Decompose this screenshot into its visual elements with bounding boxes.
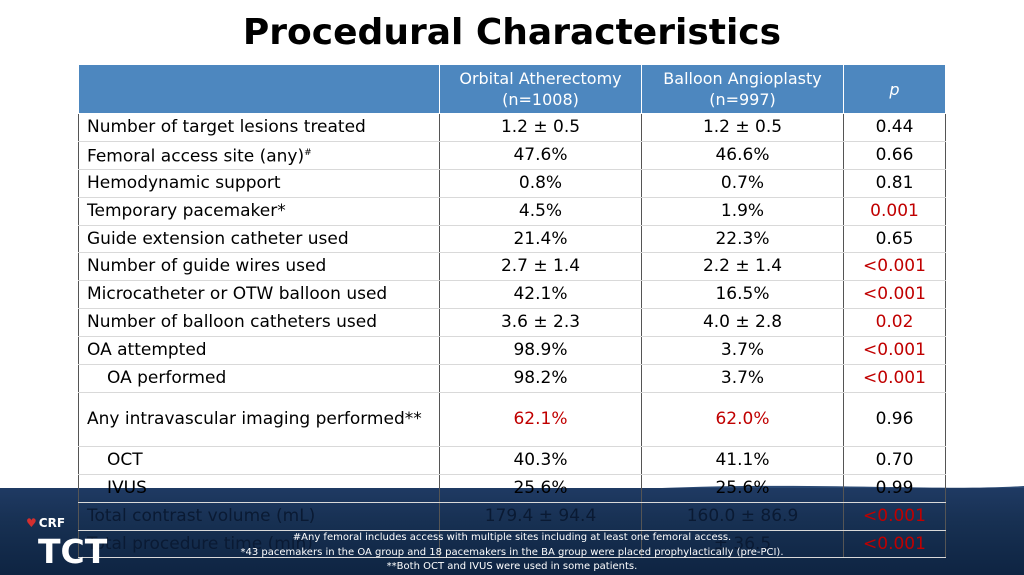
- p-value: <0.001: [843, 280, 946, 310]
- oa-value: 4.5%: [439, 197, 642, 226]
- ba-value: 16.5%: [641, 280, 844, 310]
- table-row: Microcatheter or OTW balloon used 42.1% …: [78, 280, 946, 310]
- row-label: Number of guide wires used: [78, 252, 440, 282]
- footnotes: #Any femoral includes access with multip…: [0, 531, 1024, 575]
- ba-value: 1.2 ± 0.5: [641, 113, 844, 142]
- oa-value: 98.2%: [439, 364, 642, 393]
- row-label: Total procedure time (min): [78, 530, 440, 559]
- row-label: OA performed: [78, 364, 440, 393]
- p-value: 0.81: [843, 169, 946, 198]
- p-value: 0.96: [843, 392, 946, 447]
- table-row: Temporary pacemaker* 4.5% 1.9% 0.001: [78, 197, 946, 226]
- heart-icon: ♥: [26, 516, 37, 530]
- procedural-table: Orbital Atherectomy (n=1008) Balloon Ang…: [78, 64, 946, 559]
- tct-logo: TCT: [38, 532, 108, 571]
- crf-logo-text: CRF: [38, 516, 66, 530]
- ba-value: 3.7%: [641, 336, 844, 366]
- p-value: 0.70: [843, 446, 946, 475]
- row-label: Microcatheter or OTW balloon used: [78, 280, 440, 310]
- p-value: 0.02: [843, 308, 946, 338]
- ba-value: ± 36.5: [641, 530, 844, 559]
- table-row: Guide extension catheter used 21.4% 22.3…: [78, 225, 946, 254]
- oa-value: 42.1%: [439, 280, 642, 310]
- p-value: 0.99: [843, 474, 946, 503]
- ba-value: 4.0 ± 2.8: [641, 308, 844, 338]
- ba-value: 2.2 ± 1.4: [641, 252, 844, 282]
- oa-value: 47.6%: [439, 141, 642, 170]
- ba-value: 46.6%: [641, 141, 844, 170]
- p-value: <0.001: [843, 336, 946, 366]
- row-label: Femoral access site (any): [87, 146, 305, 167]
- ba-value: 160.0 ± 86.9: [641, 502, 844, 531]
- footnote-femoral: #Any femoral includes access with multip…: [292, 532, 732, 543]
- header-label: [78, 64, 440, 114]
- row-label: Number of target lesions treated: [78, 113, 440, 142]
- header-oa-text: Orbital Atherectomy (n=1008): [459, 69, 622, 109]
- oa-value: [439, 530, 642, 559]
- footnote-imaging: **Both OCT and IVUS were used in some pa…: [386, 561, 638, 572]
- slide-title: Procedural Characteristics: [242, 12, 782, 53]
- p-value: 0.66: [843, 141, 946, 170]
- ba-value: 62.0%: [641, 392, 844, 447]
- table-row: Total contrast volume (mL) 179.4 ± 94.4 …: [78, 502, 946, 531]
- oa-value: 2.7 ± 1.4: [439, 252, 642, 282]
- table-row: Number of balloon catheters used 3.6 ± 2…: [78, 308, 946, 338]
- oa-value: 98.9%: [439, 336, 642, 366]
- oa-value: 1.2 ± 0.5: [439, 113, 642, 142]
- row-label-cell: Femoral access site (any)#: [78, 141, 440, 170]
- oa-value: 21.4%: [439, 225, 642, 254]
- ba-value: 0.7%: [641, 169, 844, 198]
- p-value: 0.65: [843, 225, 946, 254]
- oa-value: 179.4 ± 94.4: [439, 502, 642, 531]
- table-row: OCT 40.3% 41.1% 0.70: [78, 446, 946, 475]
- row-label: OCT: [78, 446, 440, 475]
- p-value: <0.001: [843, 364, 946, 393]
- ba-value: 22.3%: [641, 225, 844, 254]
- footnote-pacemaker: *43 pacemakers in the OA group and 18 pa…: [240, 546, 784, 558]
- header-ba-text: Balloon Angioplasty (n=997): [663, 69, 822, 109]
- oa-value: 25.6%: [439, 474, 642, 503]
- oa-value: 62.1%: [439, 392, 642, 447]
- p-value: <0.001: [843, 252, 946, 282]
- row-label: IVUS: [78, 474, 440, 503]
- oa-value: 40.3%: [439, 446, 642, 475]
- header-orbital-atherectomy: Orbital Atherectomy (n=1008): [439, 64, 642, 114]
- oa-value: 0.8%: [439, 169, 642, 198]
- table-row: IVUS 25.6% 25.6% 0.99: [78, 474, 946, 503]
- header-p-value: p: [843, 64, 946, 114]
- table-row: Total procedure time (min) ± 36.5 <0.001: [78, 530, 946, 559]
- table-row: Number of guide wires used 2.7 ± 1.4 2.2…: [78, 252, 946, 282]
- ba-value: 3.7%: [641, 364, 844, 393]
- row-label: Temporary pacemaker*: [78, 197, 440, 226]
- row-label: Any intravascular imaging performed**: [78, 392, 440, 447]
- table-row: Hemodynamic support 0.8% 0.7% 0.81: [78, 169, 946, 198]
- table-header-row: Orbital Atherectomy (n=1008) Balloon Ang…: [78, 64, 946, 114]
- ba-value: 25.6%: [641, 474, 844, 503]
- ba-value: 41.1%: [641, 446, 844, 475]
- row-label: Number of balloon catheters used: [78, 308, 440, 338]
- p-value: <0.001: [843, 502, 946, 531]
- oa-value: 3.6 ± 2.3: [439, 308, 642, 338]
- p-value: 0.001: [843, 197, 946, 226]
- header-balloon-angioplasty: Balloon Angioplasty (n=997): [641, 64, 844, 114]
- table-row: OA attempted 98.9% 3.7% <0.001: [78, 336, 946, 366]
- table-row: OA performed 98.2% 3.7% <0.001: [78, 364, 946, 393]
- row-label: Total contrast volume (mL): [78, 502, 440, 531]
- row-label: Guide extension catheter used: [78, 225, 440, 254]
- row-label: Hemodynamic support: [78, 169, 440, 198]
- p-value: 0.44: [843, 113, 946, 142]
- table-row: Femoral access site (any)# 47.6% 46.6% 0…: [78, 141, 946, 170]
- p-value: <0.001: [843, 530, 946, 559]
- ba-value: 1.9%: [641, 197, 844, 226]
- footnote-marker: #: [304, 148, 312, 158]
- crf-logo: ♥ CRF: [26, 516, 65, 530]
- row-label: OA attempted: [78, 336, 440, 366]
- table-row: Any intravascular imaging performed** 62…: [78, 392, 946, 447]
- table-row: Number of target lesions treated 1.2 ± 0…: [78, 113, 946, 142]
